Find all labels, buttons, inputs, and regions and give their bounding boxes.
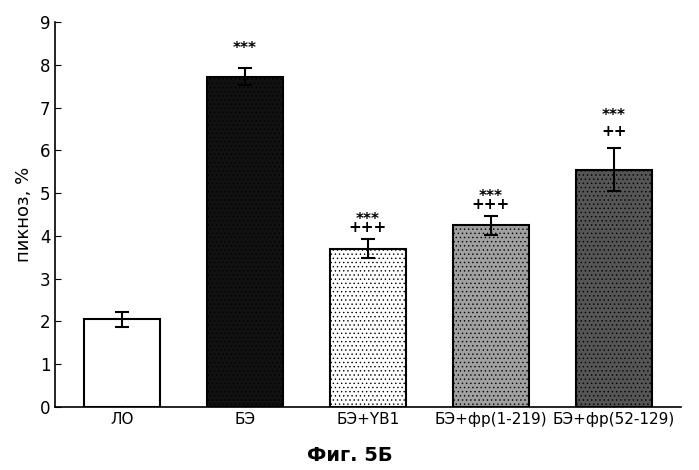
Text: ***: ***: [233, 41, 257, 56]
Text: +++: +++: [349, 220, 387, 235]
Text: Фиг. 5Б: Фиг. 5Б: [307, 446, 392, 465]
Text: ***: ***: [479, 189, 503, 204]
Bar: [576, 170, 652, 407]
Bar: [453, 225, 529, 407]
Text: ***: ***: [356, 212, 380, 227]
Text: +++: +++: [472, 196, 510, 212]
Text: ***: ***: [602, 109, 626, 123]
Text: ++: ++: [601, 125, 627, 140]
Bar: [84, 319, 160, 407]
Y-axis label: пикноз, %: пикноз, %: [15, 167, 33, 262]
Bar: [330, 249, 406, 407]
Bar: [207, 77, 283, 407]
